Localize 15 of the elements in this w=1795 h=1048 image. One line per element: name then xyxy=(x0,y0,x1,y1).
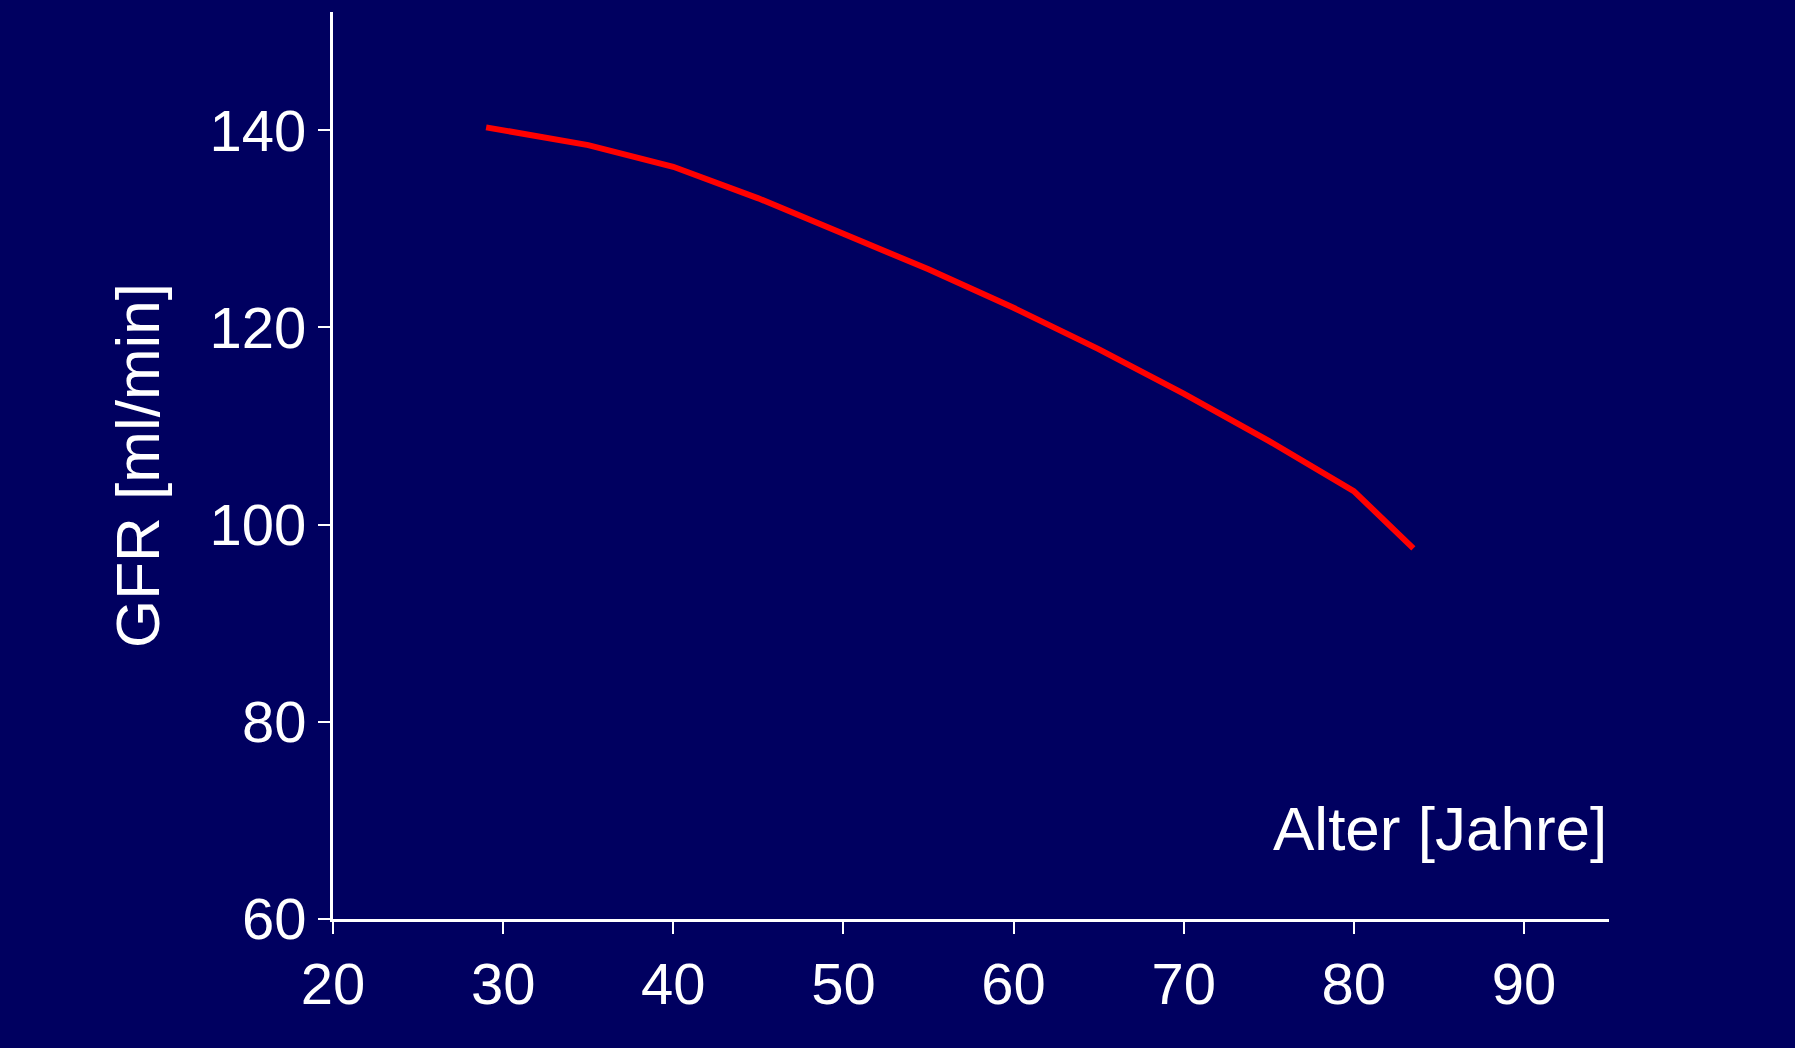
y-tick-label: 120 xyxy=(209,294,307,360)
y-axis-title: GFR [ml/min] xyxy=(103,282,173,649)
y-tick-label: 140 xyxy=(209,97,307,163)
x-tick-label: 20 xyxy=(300,950,366,1016)
x-axis-title: Alter [Jahre] xyxy=(1273,794,1608,863)
x-tick-label: 30 xyxy=(470,950,536,1016)
x-tick-label: 40 xyxy=(641,950,706,1016)
y-tick-label: 100 xyxy=(209,491,307,557)
x-tick-label: 60 xyxy=(981,950,1046,1016)
x-tick-label: 50 xyxy=(811,950,876,1016)
x-tick-label: 80 xyxy=(1321,950,1387,1016)
y-tick-label: 60 xyxy=(241,886,307,952)
x-tick-label: 90 xyxy=(1491,950,1557,1016)
y-tick-label: 80 xyxy=(241,689,307,755)
x-tick-label: 70 xyxy=(1151,950,1216,1016)
